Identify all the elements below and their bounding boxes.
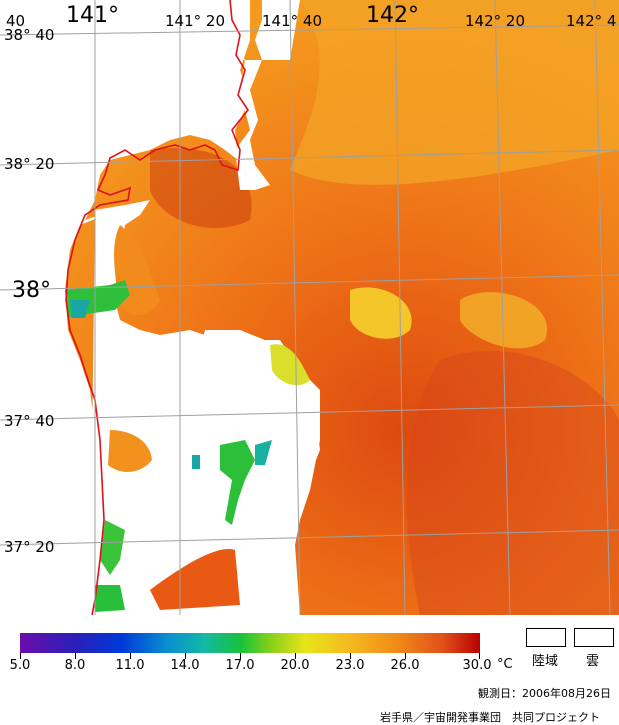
color-bar-tick bbox=[20, 653, 21, 659]
color-bar-tick bbox=[479, 653, 480, 659]
latitude-label: 38° 20 bbox=[4, 155, 55, 173]
longitude-label: 142° 20 bbox=[465, 12, 525, 30]
coastal-water bbox=[108, 430, 152, 472]
longitude-label: 142° bbox=[366, 3, 419, 28]
cool-water-patch bbox=[192, 455, 200, 469]
latitude-label: 38° 40 bbox=[4, 26, 55, 44]
temperature-color-bar bbox=[20, 633, 480, 653]
sea-surface-temperature-map bbox=[0, 0, 619, 615]
cool-water-patch bbox=[220, 440, 255, 525]
color-bar-tick-label: 17.0 bbox=[225, 658, 255, 673]
graticule bbox=[0, 0, 619, 615]
longitude-label: 142° 4 bbox=[566, 12, 617, 30]
temperature-unit: °C bbox=[497, 657, 513, 672]
latitude-label: 37° 20 bbox=[4, 538, 55, 556]
color-bar-tick-label: 26.0 bbox=[390, 658, 420, 673]
color-bar-tick-label: 23.0 bbox=[335, 658, 365, 673]
cool-eddy bbox=[350, 287, 412, 339]
cloud-legend-label: 雲 bbox=[586, 654, 600, 669]
color-bar-tick-label: 14.0 bbox=[170, 658, 200, 673]
color-bar-tick bbox=[405, 653, 406, 659]
color-bar-tick bbox=[130, 653, 131, 659]
coastline bbox=[65, 0, 249, 615]
credit-text: 岩手県／宇宙開発事業団 共同プロジェクト bbox=[380, 711, 600, 724]
color-bar-tick-label: 8.0 bbox=[64, 658, 86, 673]
land-legend-label: 陸域 bbox=[532, 654, 559, 669]
observation-date: 観測日：2006年08月26日 bbox=[478, 687, 611, 700]
color-bar-tick bbox=[350, 653, 351, 659]
longitude-label: 141° bbox=[66, 3, 119, 28]
coastal-water bbox=[150, 549, 240, 610]
color-bar-tick-label: 11.0 bbox=[115, 658, 145, 673]
cool-water-patch bbox=[255, 440, 272, 465]
latitude-label: 38° bbox=[12, 278, 51, 303]
longitude-label: 141° 40 bbox=[262, 12, 322, 30]
color-bar-tick-label: 20.0 bbox=[280, 658, 310, 673]
warm-current-band bbox=[290, 0, 619, 185]
cloud-swatch bbox=[574, 628, 614, 647]
color-bar-tick bbox=[295, 653, 296, 659]
cool-eddy bbox=[460, 292, 548, 349]
longitude-label: 141° 20 bbox=[165, 12, 225, 30]
color-bar-tick-label: 5.0 bbox=[9, 658, 31, 673]
dark-warm-core bbox=[150, 148, 252, 229]
dark-warm-core bbox=[406, 350, 619, 615]
land-area bbox=[0, 0, 250, 615]
corner-label: 40 bbox=[6, 12, 26, 30]
cool-water-patch bbox=[100, 520, 125, 575]
cloud-area bbox=[95, 330, 320, 600]
color-bar-tick bbox=[240, 653, 241, 659]
cool-water-patch bbox=[70, 300, 90, 318]
coastal-water bbox=[270, 344, 310, 386]
latitude-label: 37° 40 bbox=[4, 412, 55, 430]
cool-water-patch bbox=[95, 585, 125, 612]
color-bar-tick bbox=[75, 653, 76, 659]
color-bar-tick bbox=[185, 653, 186, 659]
color-bar-tick-label: 30.0 bbox=[462, 658, 492, 673]
land-swatch bbox=[526, 628, 566, 647]
